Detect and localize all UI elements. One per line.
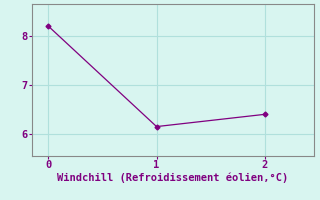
- X-axis label: Windchill (Refroidissement éolien,°C): Windchill (Refroidissement éolien,°C): [57, 173, 288, 183]
